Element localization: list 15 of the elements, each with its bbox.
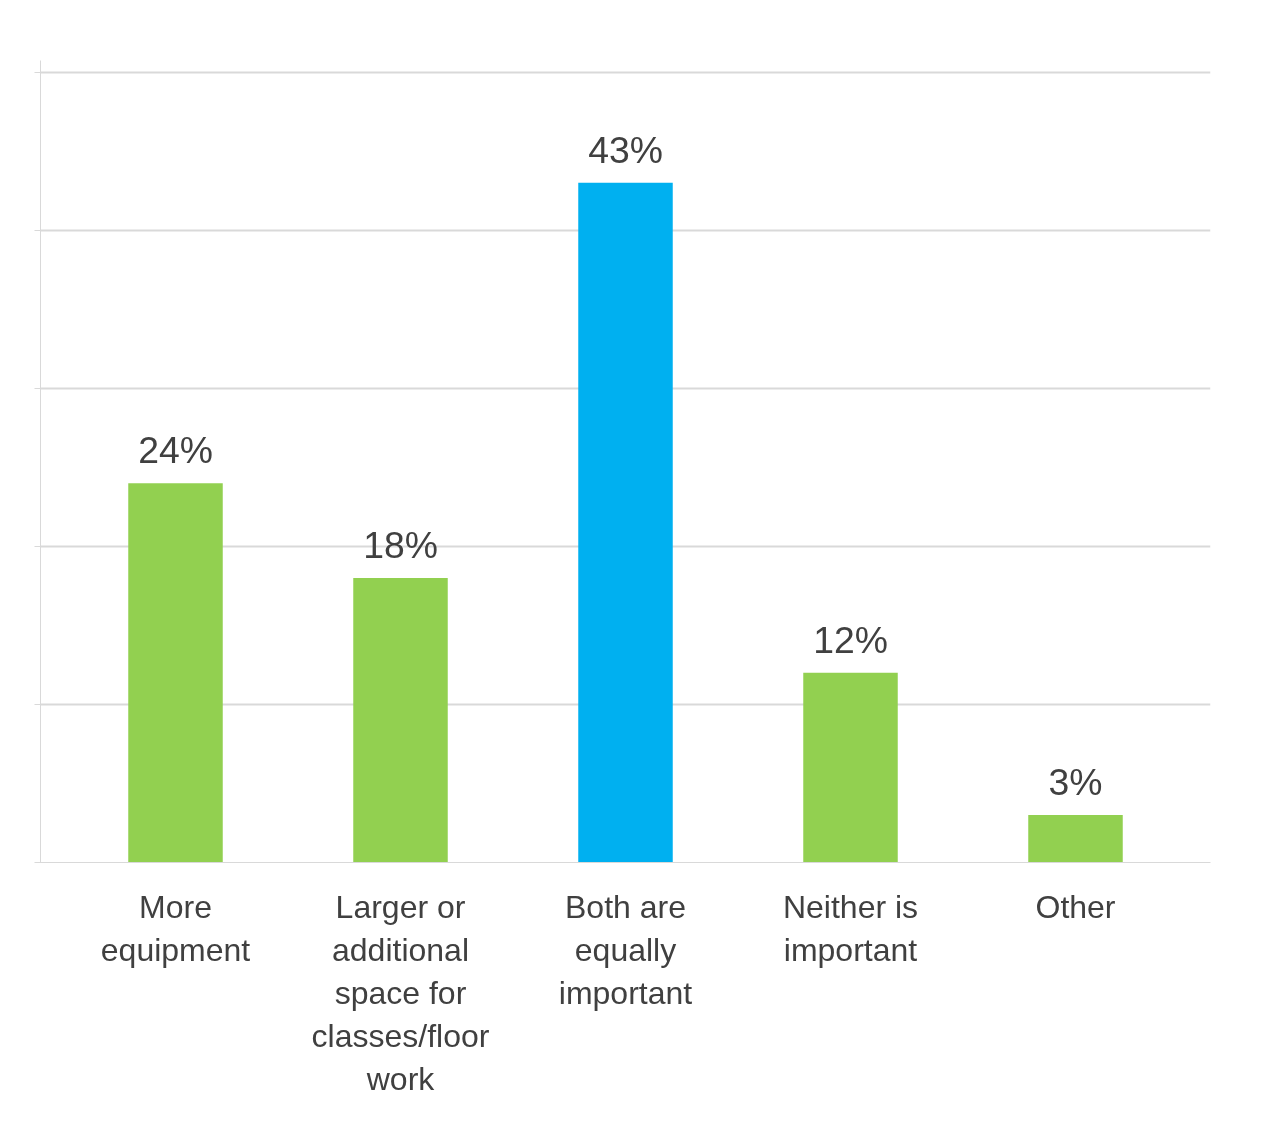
x-tick-label: Both are equally important — [558, 888, 693, 1011]
x-tick-label: Other — [1035, 888, 1116, 925]
bar — [803, 672, 898, 863]
bar — [353, 577, 448, 863]
x-tick-label: More equipment — [100, 888, 251, 968]
data-label: 3% — [1048, 761, 1103, 804]
data-label: 24% — [138, 429, 213, 472]
data-label: 18% — [363, 523, 438, 566]
data-label: 43% — [588, 128, 663, 171]
data-label: 12% — [813, 618, 888, 661]
bar — [128, 483, 223, 863]
x-tick-label: Neither is important — [782, 888, 919, 968]
bar — [1028, 815, 1123, 863]
x-tick-label: Larger or additional space for classes/floor work — [311, 888, 490, 1098]
bar — [578, 182, 673, 863]
